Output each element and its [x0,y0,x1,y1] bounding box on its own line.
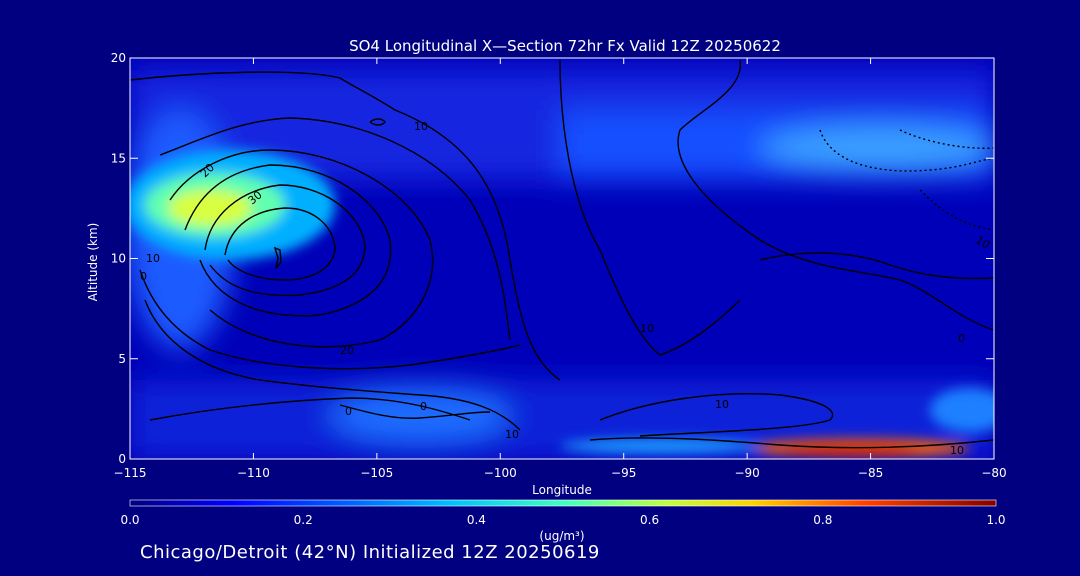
contour-line [369,118,386,126]
contour-line [899,129,994,149]
colorbar-tick-label: 0.2 [294,513,313,527]
contour-label: 10 [414,120,428,133]
contour-line [169,149,434,348]
contour-label: 10 [146,252,160,265]
y-tick-label: 20 [111,51,126,65]
contour-line [224,207,336,281]
y-tick-label: 15 [111,151,126,165]
colorbar-tick-label: 0.4 [467,513,486,527]
x-axis: −115 −110 −105 −100 −95 −90 −85 −80 [114,58,1007,480]
contour-lines [130,59,994,449]
colorbar-tick-label: 0.0 [120,513,139,527]
x-tick-label: −95 [611,466,636,480]
x-axis-label: Longitude [532,483,592,497]
x-tick-label: −105 [360,466,393,480]
contour-label: 10 [640,322,654,335]
colorbar-label: (ug/m³) [539,529,584,543]
contour-label: 10 [715,398,729,411]
contour-line [819,129,994,172]
colorbar-tick-label: 0.8 [813,513,832,527]
contour-label: 10 [974,233,993,251]
y-tick-label: 5 [118,352,126,366]
contour-label: 0 [345,405,352,418]
contour-label: 10 [505,428,519,441]
contour-line [144,299,521,431]
contour-line [559,59,741,356]
x-tick-label: −110 [237,466,270,480]
y-axis: 0 5 10 15 20 [111,51,994,466]
heatmap-field [130,58,994,459]
contour-line [204,184,366,297]
contour-line [273,246,282,269]
contour-line [919,189,994,231]
contour-label: 10 [950,444,964,457]
contour-label: 20 [340,344,354,357]
contour-line [677,59,994,331]
x-tick-label: −100 [484,466,517,480]
chart-title: SO4 Longitudinal X—Section 72hr Fx Valid… [349,37,781,55]
colorbar-tick-label: 0.6 [640,513,659,527]
contour-line [184,164,392,317]
contour-label: 0 [140,270,147,283]
y-axis-label: Altitude (km) [86,223,100,302]
y-tick-label: 0 [118,452,126,466]
contour-label: 0 [958,332,965,345]
colorbar-tick-label: 1.0 [986,513,1005,527]
colorbar-ticks: 0.0 0.2 0.4 0.6 0.8 1.0 [120,513,1005,527]
x-tick-label: −85 [858,466,883,480]
contour-line [599,393,834,437]
contour-line [149,397,471,421]
contour-line [130,71,561,381]
x-tick-label: −90 [734,466,759,480]
contour-line [139,269,521,370]
contour-line [589,437,994,449]
contour-line [759,252,994,280]
chart-subtitle: Chicago/Detroit (42°N) Initialized 12Z 2… [140,542,600,563]
x-tick-label: −80 [981,466,1006,480]
colorbar [129,499,997,507]
contour-label: 0 [420,400,427,413]
x-tick-label: −115 [114,466,147,480]
contour-line [159,117,511,341]
y-tick-label: 10 [111,252,126,266]
contour-line [339,404,491,419]
